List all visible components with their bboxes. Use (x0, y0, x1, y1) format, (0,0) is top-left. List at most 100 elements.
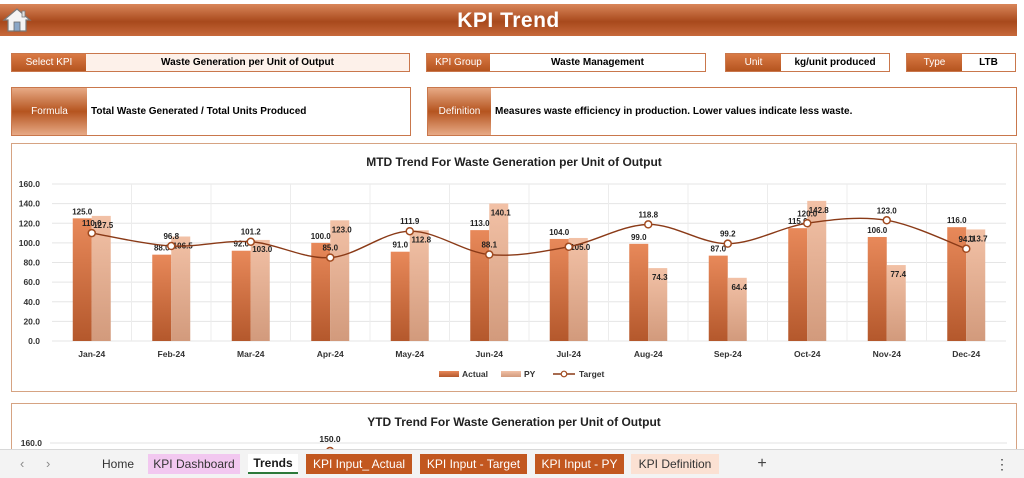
actual-data-label: 115.0 (788, 217, 808, 226)
prev-sheet-button[interactable]: ‹ (20, 456, 25, 471)
target-data-label: 120.0 (797, 209, 818, 218)
actual-data-label: 91.0 (392, 241, 408, 250)
x-tick-label: Apr-24 (317, 349, 344, 359)
formula-value: Total Waste Generated / Total Units Prod… (91, 106, 307, 117)
tab-home[interactable]: Home (101, 457, 134, 471)
target-point (167, 241, 176, 251)
x-tick-label: Feb-24 (158, 349, 186, 359)
target-point (803, 219, 812, 228)
target-point (326, 253, 335, 262)
home-icon (2, 8, 32, 32)
py-data-label: 74.3 (652, 273, 668, 282)
actual-data-label: 113.0 (470, 219, 490, 228)
definition-value: Measures waste efficiency in production.… (495, 106, 853, 117)
target-point (405, 226, 414, 236)
py-data-label: 123.0 (332, 225, 353, 234)
next-sheet-button[interactable]: › (46, 456, 51, 471)
target-data-label: 123.0 (877, 206, 898, 215)
actual-bar (152, 254, 172, 341)
actual-bar (470, 230, 490, 341)
y-tick-label: 40.0 (23, 297, 40, 307)
ytd-chart-title: YTD Trend For Waste Generation per Unit … (367, 415, 661, 429)
mtd-chart: 0.0 20.0 40.0 60.0 80.0 100.0 120.0 140.0 160.0 1… (19, 179, 1006, 379)
target-data-label: 99.2 (720, 230, 736, 239)
legend-target-label: Target (579, 369, 605, 379)
actual-data-label: 100.0 (311, 232, 332, 241)
target-point (882, 216, 891, 225)
definition-label: Definition (428, 88, 491, 135)
x-tick-label: Jul-24 (556, 349, 581, 359)
tab-trends[interactable]: Trends (248, 454, 298, 474)
actual-data-label: 99.0 (631, 233, 647, 242)
x-tick-label: Jan-24 (78, 349, 105, 359)
kpi-group-value: Waste Management (551, 57, 644, 68)
tab-kpi-input-actual[interactable]: KPI Input_ Actual (306, 454, 412, 474)
actual-data-label: 92.0 (233, 240, 249, 249)
x-tick-label: Sep-24 (714, 349, 742, 359)
x-tick-label: Aug-24 (634, 349, 663, 359)
select-kpi-value[interactable]: Waste Generation per Unit of Output (86, 54, 409, 71)
py-data-label: 103.0 (252, 245, 273, 254)
py-data-label: 140.1 (491, 209, 512, 218)
actual-data-label: 125.0 (72, 207, 93, 216)
home-button[interactable] (2, 6, 32, 34)
y-tick-label: 0.0 (28, 336, 40, 346)
page-title: KPI Trend (457, 9, 560, 32)
actual-data-label: 106.0 (867, 226, 888, 235)
py-bar (409, 230, 429, 341)
py-data-label: 77.4 (890, 270, 906, 279)
actual-bar (72, 218, 92, 341)
actual-bar (629, 243, 649, 341)
legend-actual-label: Actual (462, 369, 488, 379)
py-data-label: 113.7 (968, 234, 988, 243)
actual-bar (311, 242, 331, 341)
type-value: LTB (979, 57, 998, 68)
sheet-tab-bar: ‹ › Home KPI Dashboard Trends KPI Input_… (0, 449, 1024, 478)
legend-actual-swatch (439, 371, 459, 377)
ytd-data-label: 150.0 (319, 434, 341, 444)
y-tick-label: 60.0 (23, 277, 40, 287)
formula-box: Formula Total Waste Generated / Total Un… (11, 87, 411, 136)
actual-data-label: 116.0 (947, 216, 967, 225)
select-kpi-box[interactable]: Select KPI Waste Generation per Unit of … (11, 53, 410, 72)
py-bar (568, 237, 588, 341)
actual-bar (549, 238, 569, 341)
mtd-chart-panel: MTD Trend For Waste Generation per Unit … (11, 143, 1017, 392)
mtd-chart-title: MTD Trend For Waste Generation per Unit … (366, 155, 662, 169)
target-data-label: 94.0 (958, 235, 974, 244)
formula-label: Formula (12, 88, 87, 135)
target-point (962, 244, 971, 254)
target-point (564, 242, 573, 252)
actual-bar (231, 250, 251, 341)
py-data-label: 105.0 (570, 243, 591, 252)
y-tick-label: 140.0 (19, 199, 41, 209)
more-options-button[interactable]: ⋮ (995, 455, 1009, 472)
x-tick-label: Oct-24 (794, 349, 821, 359)
tab-kpi-dashboard[interactable]: KPI Dashboard (148, 454, 240, 474)
actual-bar (390, 251, 410, 341)
legend-py-label: PY (524, 369, 536, 379)
py-bar (886, 265, 906, 341)
tab-kpi-input-py[interactable]: KPI Input - PY (535, 454, 624, 474)
py-bar (807, 200, 827, 341)
target-point (644, 220, 653, 229)
target-point (723, 239, 732, 248)
py-bar (489, 203, 509, 341)
py-bar (91, 215, 111, 341)
target-data-label: 85.0 (322, 244, 338, 253)
select-kpi-label: Select KPI (12, 54, 86, 71)
unit-label: Unit (726, 54, 781, 71)
py-bar (648, 268, 668, 341)
actual-bar (788, 228, 808, 341)
py-data-label: 142.8 (809, 206, 830, 215)
target-data-label: 118.8 (638, 210, 658, 219)
actual-bar (947, 227, 967, 341)
target-data-label: 101.2 (241, 228, 262, 237)
py-bar (330, 220, 350, 341)
add-sheet-button[interactable]: + (757, 455, 767, 472)
tab-kpi-input-target[interactable]: KPI Input - Target (420, 454, 527, 474)
ytd-y-tick: 160.0 (21, 438, 43, 448)
y-tick-label: 100.0 (19, 238, 41, 248)
tab-kpi-definition[interactable]: KPI Definition (631, 454, 719, 474)
